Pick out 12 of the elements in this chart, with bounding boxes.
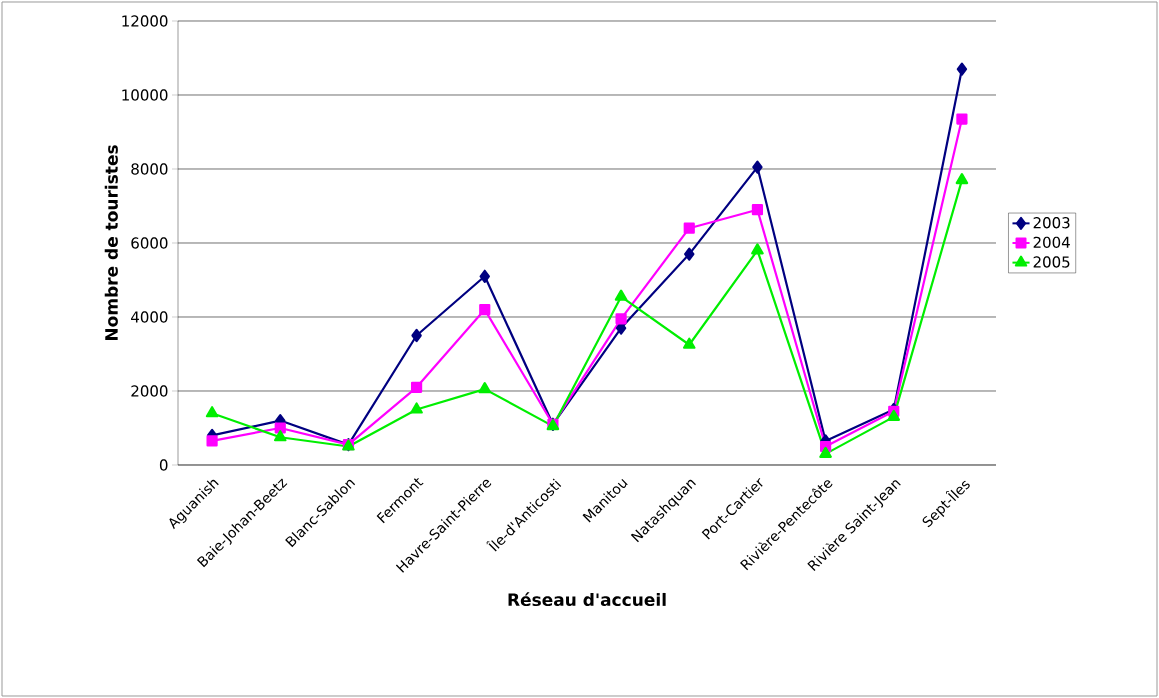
legend-label: 2003 xyxy=(1033,217,1070,229)
y-tick-label: 0 xyxy=(159,459,168,471)
y-axis-title: Nombre de touristes xyxy=(104,145,118,341)
y-tick-label: 12000 xyxy=(122,15,168,27)
y-tick-label: 6000 xyxy=(131,237,168,249)
legend-label: 2005 xyxy=(1033,256,1070,268)
x-axis-title: Réseau d'accueil xyxy=(508,592,666,607)
y-tick-label: 8000 xyxy=(131,163,168,175)
y-tick-label: 10000 xyxy=(122,89,168,101)
legend-label: 2004 xyxy=(1033,236,1070,249)
y-tick-label: 2000 xyxy=(131,385,168,397)
y-tick-label: 4000 xyxy=(131,311,168,323)
